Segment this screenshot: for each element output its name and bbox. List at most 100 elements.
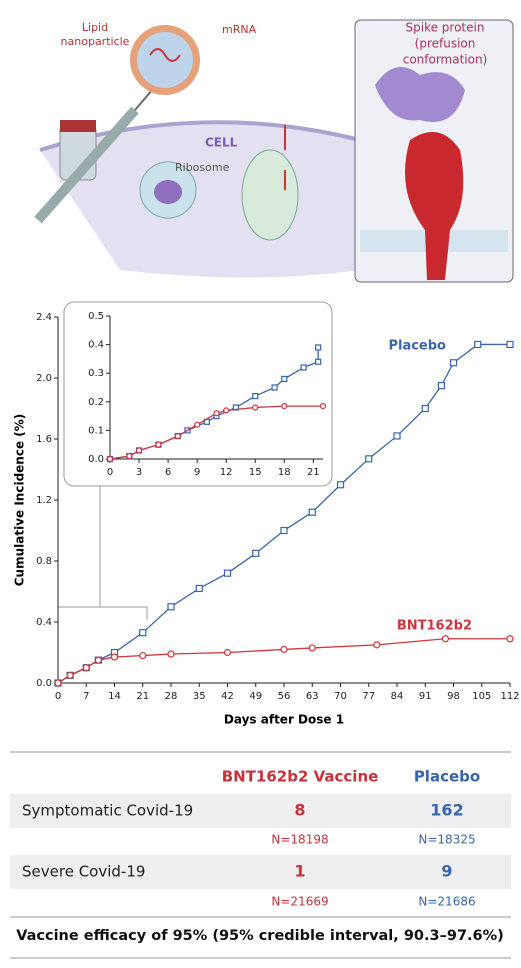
col-header: BNT162b2 Vaccine (222, 768, 379, 786)
label-spike: (prefusion (415, 37, 476, 51)
series-line (57, 638, 510, 684)
x-tick-label: 42 (221, 691, 234, 702)
marker (280, 526, 288, 535)
label-ribosome: Ribosome (175, 161, 230, 174)
marker (139, 651, 147, 660)
label-cell: CELL (205, 136, 238, 150)
x-tick-label: 91 (419, 691, 432, 702)
marker (155, 441, 162, 448)
marker (308, 644, 316, 652)
label-spike: Spike protein (406, 21, 485, 35)
row-label: Severe Covid-19 (22, 863, 145, 881)
marker (315, 358, 322, 365)
label-lipid: nanoparticle (61, 35, 130, 48)
cell-n: N=18198 (271, 833, 328, 847)
marker (195, 584, 203, 593)
marker (174, 433, 181, 440)
cell: 162 (430, 801, 463, 820)
series-label: Placebo (388, 339, 446, 354)
ribosome (154, 180, 182, 204)
y-tick-label: 0.0 (36, 678, 52, 689)
marker (252, 404, 259, 411)
label-spike: conformation) (403, 53, 488, 67)
col-header: Placebo (414, 768, 480, 786)
y-tick-label: 1.2 (36, 495, 52, 506)
vial-cap (60, 120, 96, 132)
vesicle (241, 149, 299, 241)
inset-frame (63, 301, 333, 487)
marker (281, 375, 288, 383)
x-tick-label: 3 (136, 467, 142, 478)
footer: Vaccine efficacy of 95% (95% credible in… (16, 928, 504, 944)
marker (167, 603, 175, 611)
x-tick-label: 70 (334, 691, 347, 702)
label-mrna: mRNA (222, 23, 257, 36)
label-lipid: Lipid (82, 21, 108, 34)
marker (82, 664, 90, 672)
x-tick-label: 21 (136, 691, 149, 702)
y-tick-label: 0.0 (88, 454, 104, 465)
x-tick-label: 18 (278, 467, 291, 478)
marker (126, 453, 133, 460)
cell: 1 (294, 862, 305, 881)
y-tick-label: 0.3 (88, 368, 104, 379)
y-tick-label: 0.8 (36, 556, 52, 567)
x-tick-label: 35 (193, 691, 206, 702)
x-tick-label: 12 (220, 467, 233, 478)
marker (506, 340, 514, 349)
y-tick-label: 0.4 (36, 617, 52, 628)
cell-n: N=21686 (418, 895, 475, 909)
marker (437, 382, 445, 390)
row-bg (10, 855, 511, 889)
inset-connector (58, 486, 148, 620)
x-tick-label: 15 (249, 467, 262, 478)
x-tick-label: 63 (306, 691, 319, 702)
marker (373, 641, 381, 649)
syringe (34, 106, 139, 224)
y-axis-label: Cumulative Incidence (%) (13, 414, 27, 587)
x-tick-label: 21 (307, 467, 320, 478)
spike-top (375, 67, 465, 122)
y-tick-label: 0.2 (88, 397, 104, 408)
marker (94, 656, 102, 664)
marker (252, 549, 260, 557)
marker (194, 421, 201, 428)
y-tick-label: 0.4 (88, 340, 104, 351)
y-tick-label: 0.1 (88, 425, 104, 436)
marker (506, 635, 514, 643)
x-tick-label: 6 (165, 467, 171, 478)
y-tick-label: 2.0 (36, 373, 52, 384)
marker (280, 645, 288, 654)
marker (167, 650, 175, 658)
marker (213, 410, 220, 417)
x-tick-label: 0 (107, 467, 113, 478)
series-label: BNT162b2 (397, 619, 472, 634)
marker (223, 569, 232, 577)
x-tick-label: 28 (165, 691, 178, 702)
marker (365, 455, 373, 463)
marker (336, 481, 345, 489)
charts: 0.00.40.81.21.62.02.40 7 14 21 28 35 42 49 56 63 7… (13, 311, 520, 727)
x-tick-label: 14 (108, 691, 121, 702)
marker (281, 402, 288, 410)
marker (223, 407, 230, 414)
x-tick-label: 9 (194, 467, 200, 478)
table: BNT162b2 Vaccine Placebo Symptomatic Cov… (10, 751, 511, 959)
marker (66, 671, 74, 679)
x-tick-label: 49 (249, 691, 262, 702)
marker (441, 635, 450, 643)
x-tick-label: 56 (278, 691, 291, 702)
marker (449, 359, 458, 367)
row-bg (10, 794, 511, 828)
cell: 9 (441, 862, 452, 881)
spike-stem (405, 132, 464, 280)
row-label: Symptomatic Covid-19 (22, 802, 193, 820)
y-tick-label: 0.5 (88, 311, 104, 322)
y-tick-label: 1.6 (36, 434, 52, 445)
x-tick-label: 105 (472, 691, 491, 702)
marker (308, 508, 316, 516)
marker (223, 648, 232, 657)
nanoparticle-core (137, 32, 193, 88)
mrna-strand (149, 48, 181, 62)
